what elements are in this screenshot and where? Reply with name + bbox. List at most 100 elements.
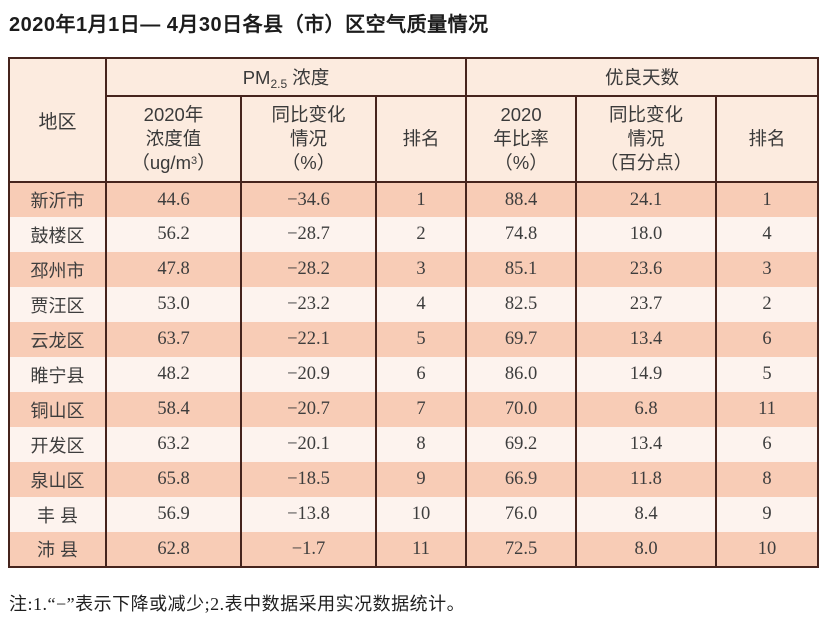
cell-pm_rank: 6: [374, 357, 468, 392]
cell-pm_value: 56.2: [105, 217, 242, 252]
cell-pm_rank: 8: [374, 427, 468, 462]
table-row: 开发区 63.2 −20.1 8 69.2 13.4 6: [8, 427, 820, 462]
cell-pm_change: −20.7: [240, 392, 377, 427]
cell-good_rate: 76.0: [465, 497, 578, 532]
table-row: 丰 县 56.9 −13.8 10 76.0 8.4 9: [8, 497, 820, 532]
pm-label: PM: [242, 66, 271, 88]
cell-pm_change: −13.8: [240, 497, 377, 532]
table-row: 邳州市 47.8 −28.2 3 85.1 23.6 3: [8, 252, 820, 287]
group-header-row: 地区 PM2.5 浓度 优良天数: [8, 58, 820, 183]
cell-pm_change: −1.7: [240, 532, 377, 567]
cell-pm_change: −23.2: [240, 287, 377, 322]
cell-good_change: 13.4: [575, 322, 718, 357]
cell-good_rate: 72.5: [465, 532, 578, 567]
cell-region: 新沂市: [8, 182, 107, 217]
table-row: 鼓楼区 56.2 −28.7 2 74.8 18.0 4: [8, 217, 820, 252]
cell-good_rank: 9: [715, 497, 820, 532]
cell-pm_rank: 2: [374, 217, 468, 252]
cell-region: 开发区: [8, 427, 107, 462]
cell-good_rank: 1: [715, 182, 820, 217]
unit-close: ）: [197, 151, 216, 173]
cell-region: 邳州市: [8, 252, 107, 287]
cell-region: 铜山区: [8, 392, 107, 427]
header-pm-value-unit: （ug/m3）: [107, 151, 240, 175]
header-good-rate-line1: 2020: [500, 104, 542, 126]
cell-good_rate: 82.5: [465, 287, 578, 322]
cell-pm_change: −34.6: [240, 182, 377, 217]
cell-pm_rank: 3: [374, 252, 468, 287]
header-region: 地区: [8, 58, 107, 183]
unit-superscript: 3: [191, 154, 198, 167]
table-row: 沛 县 62.8 −1.7 11 72.5 8.0 10: [8, 532, 820, 567]
cell-good_rank: 8: [715, 462, 820, 497]
cell-good_change: 23.7: [575, 287, 718, 322]
header-pm-value-line1: 2020年: [143, 104, 204, 126]
cell-region: 贾汪区: [8, 287, 107, 322]
cell-pm_value: 63.7: [105, 322, 242, 357]
cell-region: 丰 县: [8, 497, 107, 532]
cell-good_change: 8.4: [575, 497, 718, 532]
cell-pm_rank: 9: [374, 462, 468, 497]
cell-pm_value: 58.4: [105, 392, 242, 427]
cell-good_rank: 11: [715, 392, 820, 427]
header-good-rate-line2: 年比率: [493, 128, 549, 150]
cell-pm_value: 48.2: [105, 357, 242, 392]
cell-pm_change: −20.9: [240, 357, 377, 392]
header-pm25-group: PM2.5 浓度: [104, 58, 468, 97]
sub-header-row: 2020年 浓度值 （ug/m3） 同比变化 情况 （%） 排名 2020 年比…: [9, 96, 820, 183]
unit-open: （ug/m: [131, 151, 191, 173]
header-good-rate: 2020 年比率 （%）: [465, 96, 578, 183]
cell-good_rate: 85.1: [465, 252, 578, 287]
cell-pm_value: 63.2: [105, 427, 242, 462]
pm-suffix: 浓度: [287, 66, 330, 88]
cell-good_rate: 70.0: [465, 392, 578, 427]
cell-pm_value: 53.0: [105, 287, 242, 322]
header-good-change-unit: （百分点）: [599, 151, 693, 173]
cell-pm_rank: 1: [374, 182, 468, 217]
header-pm-change-unit: （%）: [281, 151, 336, 173]
header-good-days-group: 优良天数: [465, 58, 820, 97]
header-good-rate-unit: （%）: [494, 151, 548, 173]
table-body: 新沂市 44.6 −34.6 1 88.4 24.1 1 鼓楼区 56.2 −28.7 2 74.8 1…: [8, 182, 820, 567]
cell-region: 云龙区: [8, 322, 107, 357]
cell-good_change: 6.8: [575, 392, 718, 427]
header-pm-value: 2020年 浓度值 （ug/m3）: [105, 96, 242, 183]
cell-good_rate: 86.0: [465, 357, 578, 392]
cell-pm_change: −18.5: [240, 462, 377, 497]
cell-region: 鼓楼区: [8, 217, 107, 252]
cell-good_rate: 66.9: [465, 462, 578, 497]
header-pm-rank: 排名: [374, 96, 468, 183]
header-pm-change-line1: 同比变化: [271, 104, 346, 126]
header-good-rank: 排名: [715, 96, 820, 183]
cell-pm_rank: 7: [374, 392, 468, 427]
cell-good_change: 14.9: [575, 357, 718, 392]
table-row: 云龙区 63.7 −22.1 5 69.7 13.4 6: [8, 322, 820, 357]
cell-pm_value: 62.8: [105, 532, 242, 567]
pm-subscript: 2.5: [270, 76, 288, 91]
header-good-change-line2: 情况: [627, 128, 665, 150]
cell-good_rank: 6: [715, 322, 820, 357]
cell-pm_change: −28.7: [240, 217, 377, 252]
header-good-change: 同比变化 情况 （百分点）: [575, 96, 718, 183]
cell-good_rank: 6: [715, 427, 820, 462]
table-header: 地区 PM2.5 浓度 优良天数 2020年 浓度值 （ug/m3） 同比变化 …: [8, 58, 820, 183]
air-quality-table: 地区 PM2.5 浓度 优良天数 2020年 浓度值 （ug/m3） 同比变化 …: [8, 57, 820, 568]
table-row: 睢宁县 48.2 −20.9 6 86.0 14.9 5: [8, 357, 820, 392]
cell-pm_value: 65.8: [105, 462, 242, 497]
cell-pm_value: 47.8: [105, 252, 242, 287]
cell-pm_change: −20.1: [240, 427, 377, 462]
table-row: 泉山区 65.8 −18.5 9 66.9 11.8 8: [8, 462, 820, 497]
cell-good_rank: 5: [715, 357, 820, 392]
header-good-change-line1: 同比变化: [609, 104, 684, 126]
cell-good_rate: 69.2: [465, 427, 578, 462]
header-pm-change: 同比变化 情况 （%）: [240, 96, 377, 183]
cell-pm_value: 44.6: [105, 182, 242, 217]
table-row: 铜山区 58.4 −20.7 7 70.0 6.8 11: [8, 392, 820, 427]
cell-good_change: 13.4: [575, 427, 718, 462]
cell-pm_rank: 5: [374, 322, 468, 357]
cell-good_change: 11.8: [575, 462, 718, 497]
cell-good_rank: 4: [715, 217, 820, 252]
cell-region: 沛 县: [8, 532, 107, 567]
table-row: 新沂市 44.6 −34.6 1 88.4 24.1 1: [8, 182, 820, 217]
cell-good_change: 8.0: [575, 532, 718, 567]
